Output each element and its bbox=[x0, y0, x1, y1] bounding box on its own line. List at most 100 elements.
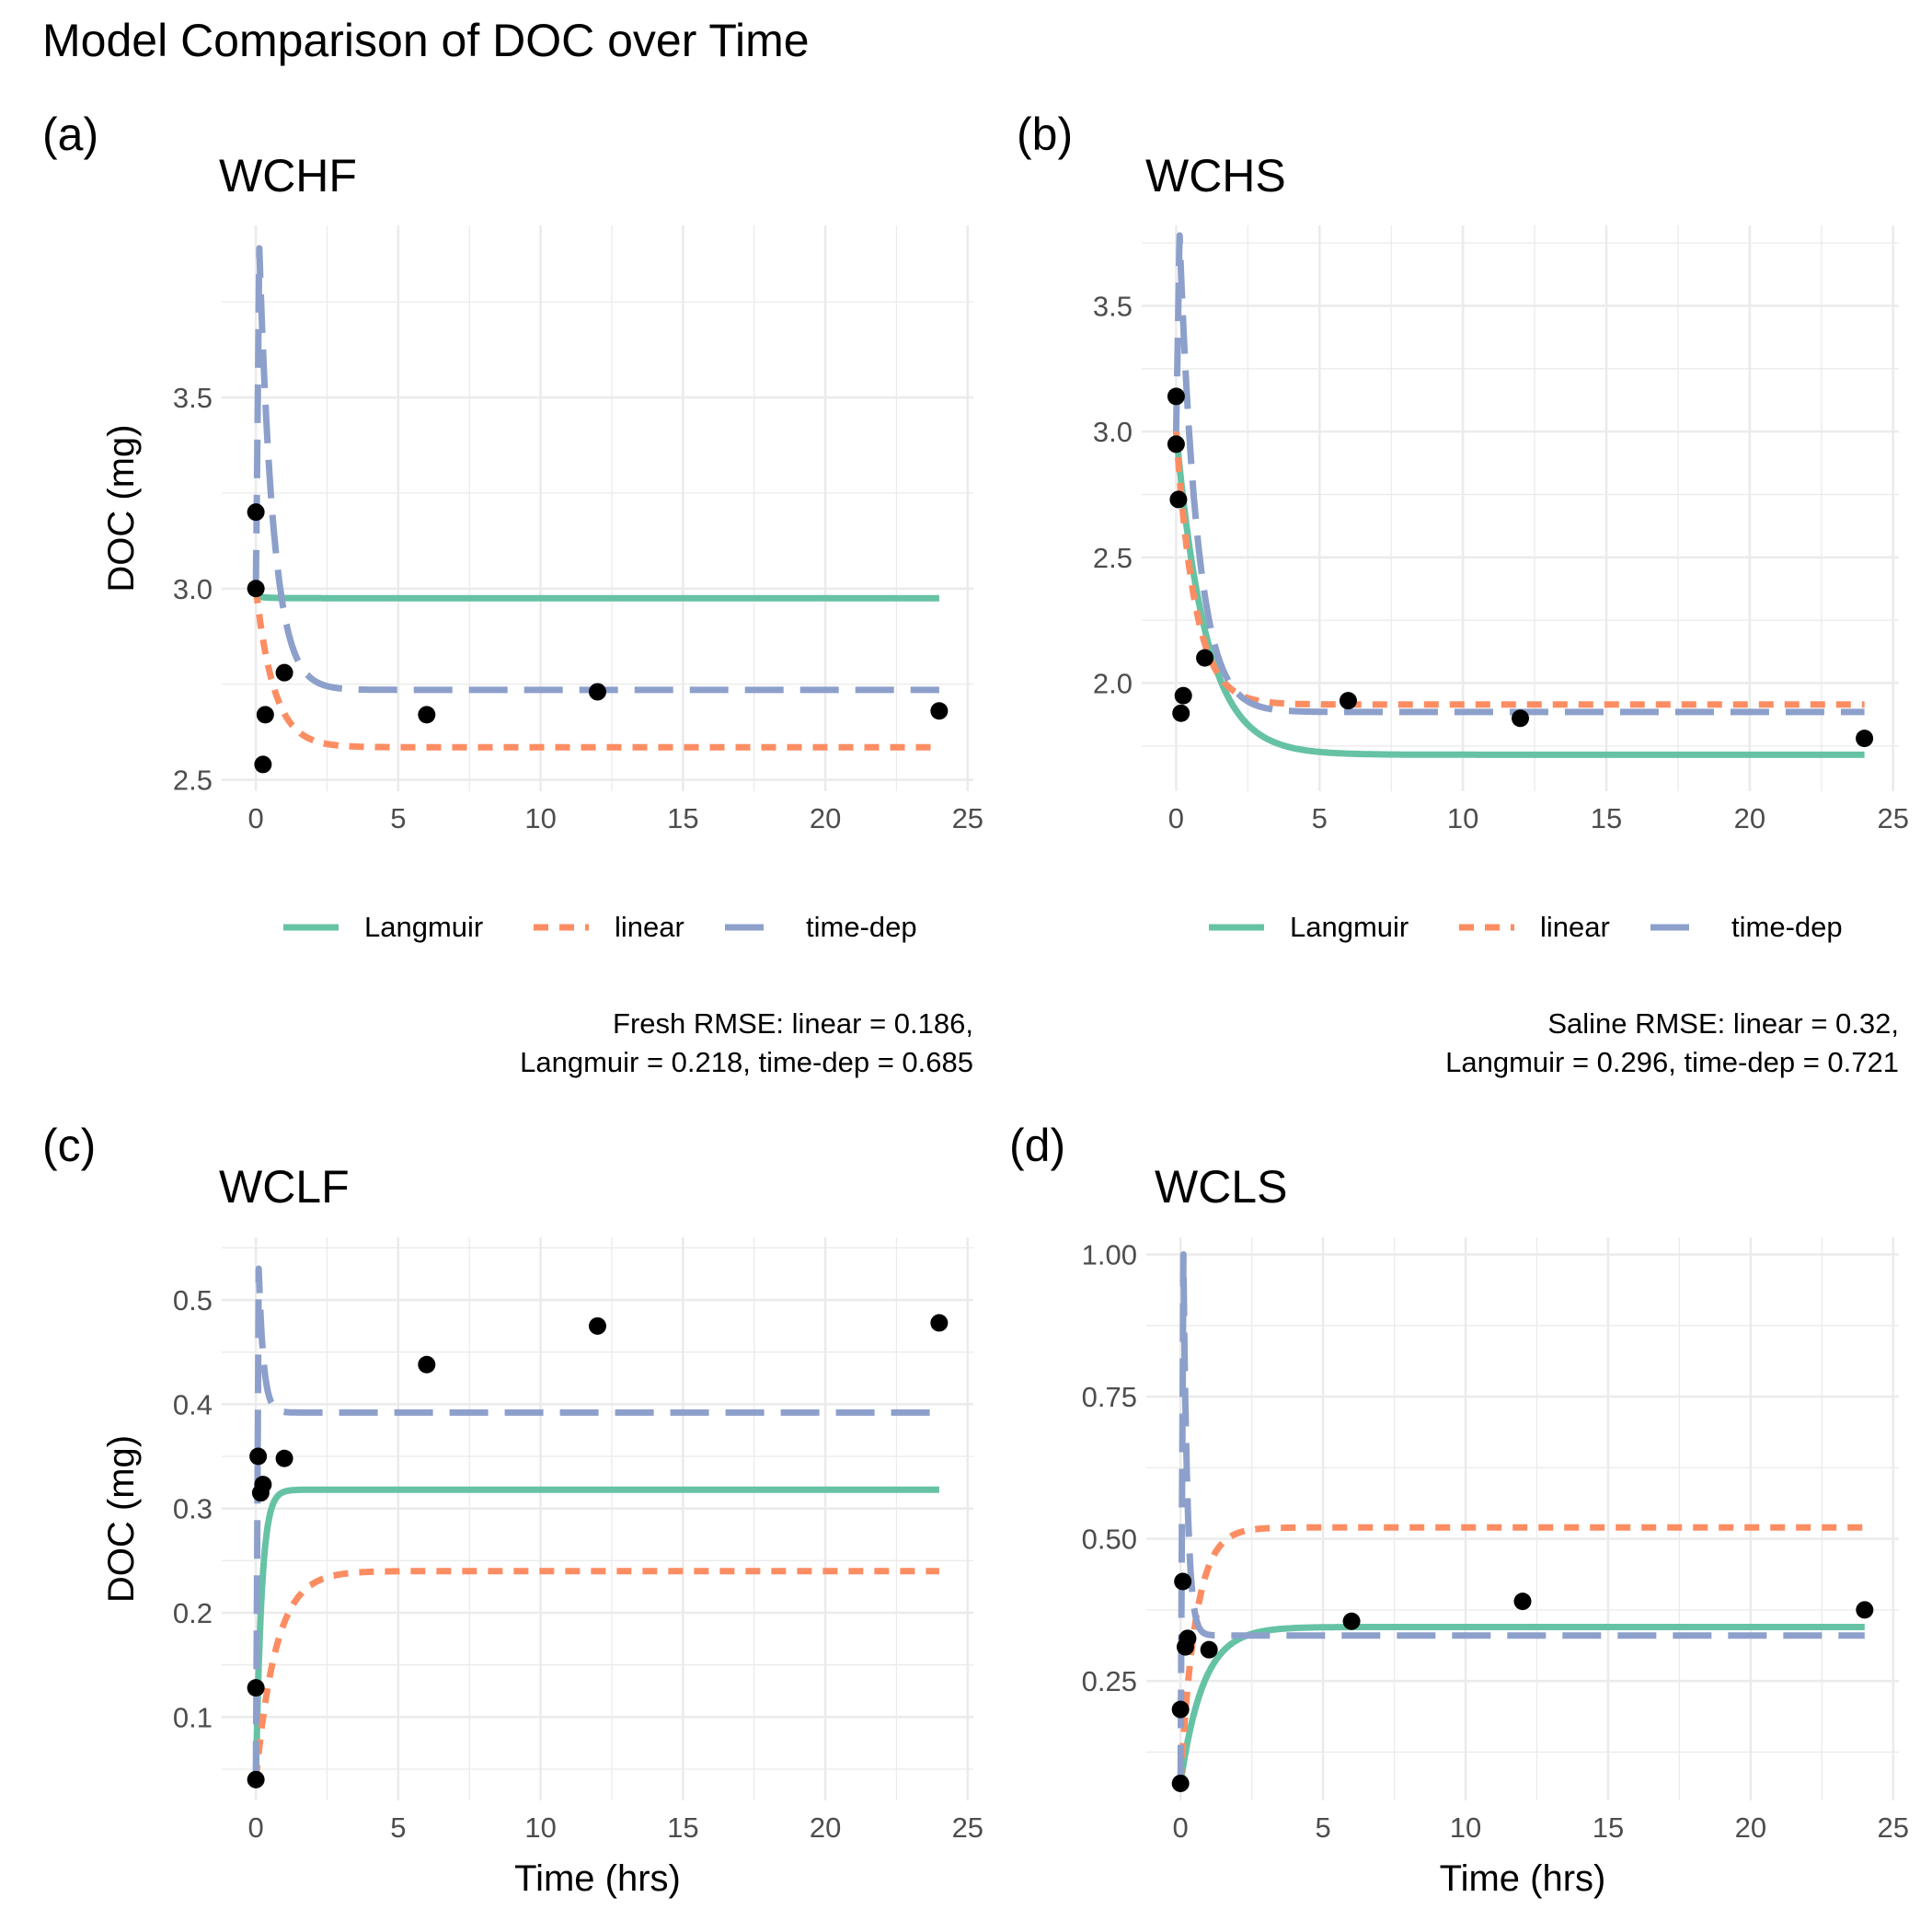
x-tick-label: 10 bbox=[1447, 802, 1478, 834]
y-tick-label: 0.75 bbox=[1082, 1381, 1137, 1413]
panel-wclf: (c) WCLF 0 5 10 15 20 25 0.1 0.2 0.3 0.4 0.5 DOC (mg)… bbox=[42, 1120, 983, 1899]
data-point bbox=[256, 706, 274, 724]
grid bbox=[222, 225, 973, 791]
data-point bbox=[254, 755, 272, 774]
series-line-linear bbox=[1177, 1524, 1867, 1784]
x-tick-label: 25 bbox=[952, 802, 983, 834]
x-tick-label: 10 bbox=[524, 802, 556, 834]
x-tick-label: 15 bbox=[667, 1811, 698, 1844]
panel-wchf: (a) WCHF 0 5 10 15 20 25 2.5 3.0 3.5 DOC (mg) Langmu… bbox=[42, 109, 983, 1078]
x-tick-label: 15 bbox=[1591, 802, 1622, 834]
legend-label: time-dep bbox=[806, 911, 917, 943]
series-line-langmuir bbox=[1172, 431, 1866, 758]
y-tick-label: 0.4 bbox=[173, 1388, 213, 1420]
series-line-langmuir bbox=[252, 1486, 941, 1780]
y-tick-label: 0.5 bbox=[173, 1284, 213, 1317]
series-line-linear bbox=[252, 587, 941, 751]
panel-title: WCLS bbox=[1155, 1161, 1287, 1213]
panel-tag: (d) bbox=[1009, 1120, 1065, 1171]
y-tick-label: 2.0 bbox=[1093, 667, 1133, 699]
data-point bbox=[1200, 1640, 1218, 1659]
rmse-caption: Langmuir = 0.296, time-dep = 0.721 bbox=[1445, 1046, 1899, 1078]
y-axis-label: DOC (mg) bbox=[101, 424, 142, 592]
series-line-langmuir bbox=[252, 592, 941, 602]
data-point bbox=[1167, 387, 1185, 406]
data-point bbox=[247, 503, 265, 522]
data-point bbox=[930, 1314, 949, 1332]
data-point bbox=[249, 1447, 268, 1466]
panel-title: WCHS bbox=[1145, 150, 1286, 201]
data-point bbox=[1171, 1700, 1190, 1719]
y-tick-label: 3.5 bbox=[1093, 290, 1133, 322]
panel-tag: (b) bbox=[1017, 109, 1073, 160]
data-point bbox=[247, 1770, 265, 1788]
x-tick-label: 5 bbox=[1312, 802, 1328, 834]
x-tick-label: 0 bbox=[248, 1811, 264, 1844]
y-tick-label: 0.1 bbox=[173, 1701, 213, 1733]
x-tick-label: 0 bbox=[248, 802, 264, 834]
x-tick-label: 5 bbox=[390, 802, 406, 834]
panel-wchs: (b) WCHS 0 5 10 15 20 25 2.0 2.5 3.0 3.5 Langmuir lin… bbox=[1017, 109, 1909, 1078]
x-tick-label: 5 bbox=[1315, 1811, 1330, 1844]
x-tick-label: 15 bbox=[667, 802, 698, 834]
legend-label: linear bbox=[1540, 911, 1610, 943]
data-point bbox=[589, 683, 606, 701]
panel-title: WCHF bbox=[219, 150, 357, 201]
grid bbox=[1146, 1237, 1899, 1800]
x-tick-label: 25 bbox=[1878, 802, 1909, 834]
data-point bbox=[589, 1317, 606, 1335]
rmse-caption: Langmuir = 0.218, time-dep = 0.685 bbox=[520, 1046, 973, 1078]
legend-label: Langmuir bbox=[1290, 911, 1409, 943]
series-line-time-dep bbox=[1172, 232, 1866, 716]
x-tick-label: 20 bbox=[1735, 1811, 1766, 1844]
panels-group: (a) WCHF 0 5 10 15 20 25 2.5 3.0 3.5 DOC (mg) Langmu… bbox=[42, 109, 1909, 1899]
legend: Langmuir linear time-dep bbox=[283, 911, 917, 943]
y-axis-label: DOC (mg) bbox=[101, 1435, 142, 1603]
x-tick-label: 20 bbox=[810, 802, 841, 834]
x-tick-label: 10 bbox=[524, 1811, 556, 1844]
y-tick-label: 3.0 bbox=[173, 573, 213, 605]
legend-label: linear bbox=[615, 911, 684, 943]
series-line-time-dep bbox=[252, 245, 941, 694]
x-tick-label: 20 bbox=[810, 1811, 841, 1844]
x-tick-label: 0 bbox=[1168, 802, 1184, 834]
legend-label: time-dep bbox=[1731, 911, 1843, 943]
panel-title: WCLF bbox=[219, 1161, 350, 1213]
legend-label: Langmuir bbox=[364, 911, 483, 943]
data-point bbox=[1196, 649, 1214, 667]
x-tick-label: 0 bbox=[1173, 1811, 1189, 1844]
data-point bbox=[1172, 704, 1190, 722]
y-tick-label: 0.3 bbox=[173, 1493, 213, 1525]
panel-tag: (c) bbox=[42, 1120, 96, 1171]
data-point bbox=[1512, 709, 1529, 728]
y-tick-label: 3.5 bbox=[173, 382, 213, 414]
data-point bbox=[1513, 1593, 1532, 1611]
series-line-time-dep bbox=[1177, 1251, 1867, 1784]
data-point bbox=[247, 580, 265, 598]
x-axis-label: Time (hrs) bbox=[1440, 1858, 1606, 1899]
x-tick-label: 10 bbox=[1450, 1811, 1481, 1844]
panel-tag: (a) bbox=[42, 109, 98, 160]
panel-wcls: (d) WCLS 0 5 10 15 20 25 0.25 0.50 0.75 1.00 Time (h… bbox=[1009, 1120, 1909, 1899]
x-tick-label: 15 bbox=[1593, 1811, 1624, 1844]
data-point bbox=[418, 706, 436, 724]
data-point bbox=[1179, 1629, 1197, 1648]
data-point bbox=[930, 702, 949, 720]
data-point bbox=[1174, 1572, 1192, 1591]
y-tick-label: 0.25 bbox=[1082, 1665, 1137, 1697]
rmse-caption: Fresh RMSE: linear = 0.186, bbox=[613, 1007, 973, 1040]
data-point bbox=[1171, 1774, 1190, 1792]
y-tick-label: 0.50 bbox=[1082, 1524, 1137, 1556]
grid bbox=[222, 1237, 973, 1800]
y-tick-label: 2.5 bbox=[173, 765, 213, 797]
rmse-caption: Saline RMSE: linear = 0.32, bbox=[1547, 1007, 1899, 1040]
data-point bbox=[1856, 730, 1874, 748]
y-tick-label: 1.00 bbox=[1082, 1239, 1137, 1271]
figure-title: Model Comparison of DOC over Time bbox=[42, 15, 810, 66]
x-tick-label: 25 bbox=[952, 1811, 983, 1844]
x-tick-label: 5 bbox=[390, 1811, 406, 1844]
data-point bbox=[247, 1679, 265, 1697]
y-tick-label: 3.0 bbox=[1093, 416, 1133, 448]
x-tick-label: 20 bbox=[1734, 802, 1765, 834]
